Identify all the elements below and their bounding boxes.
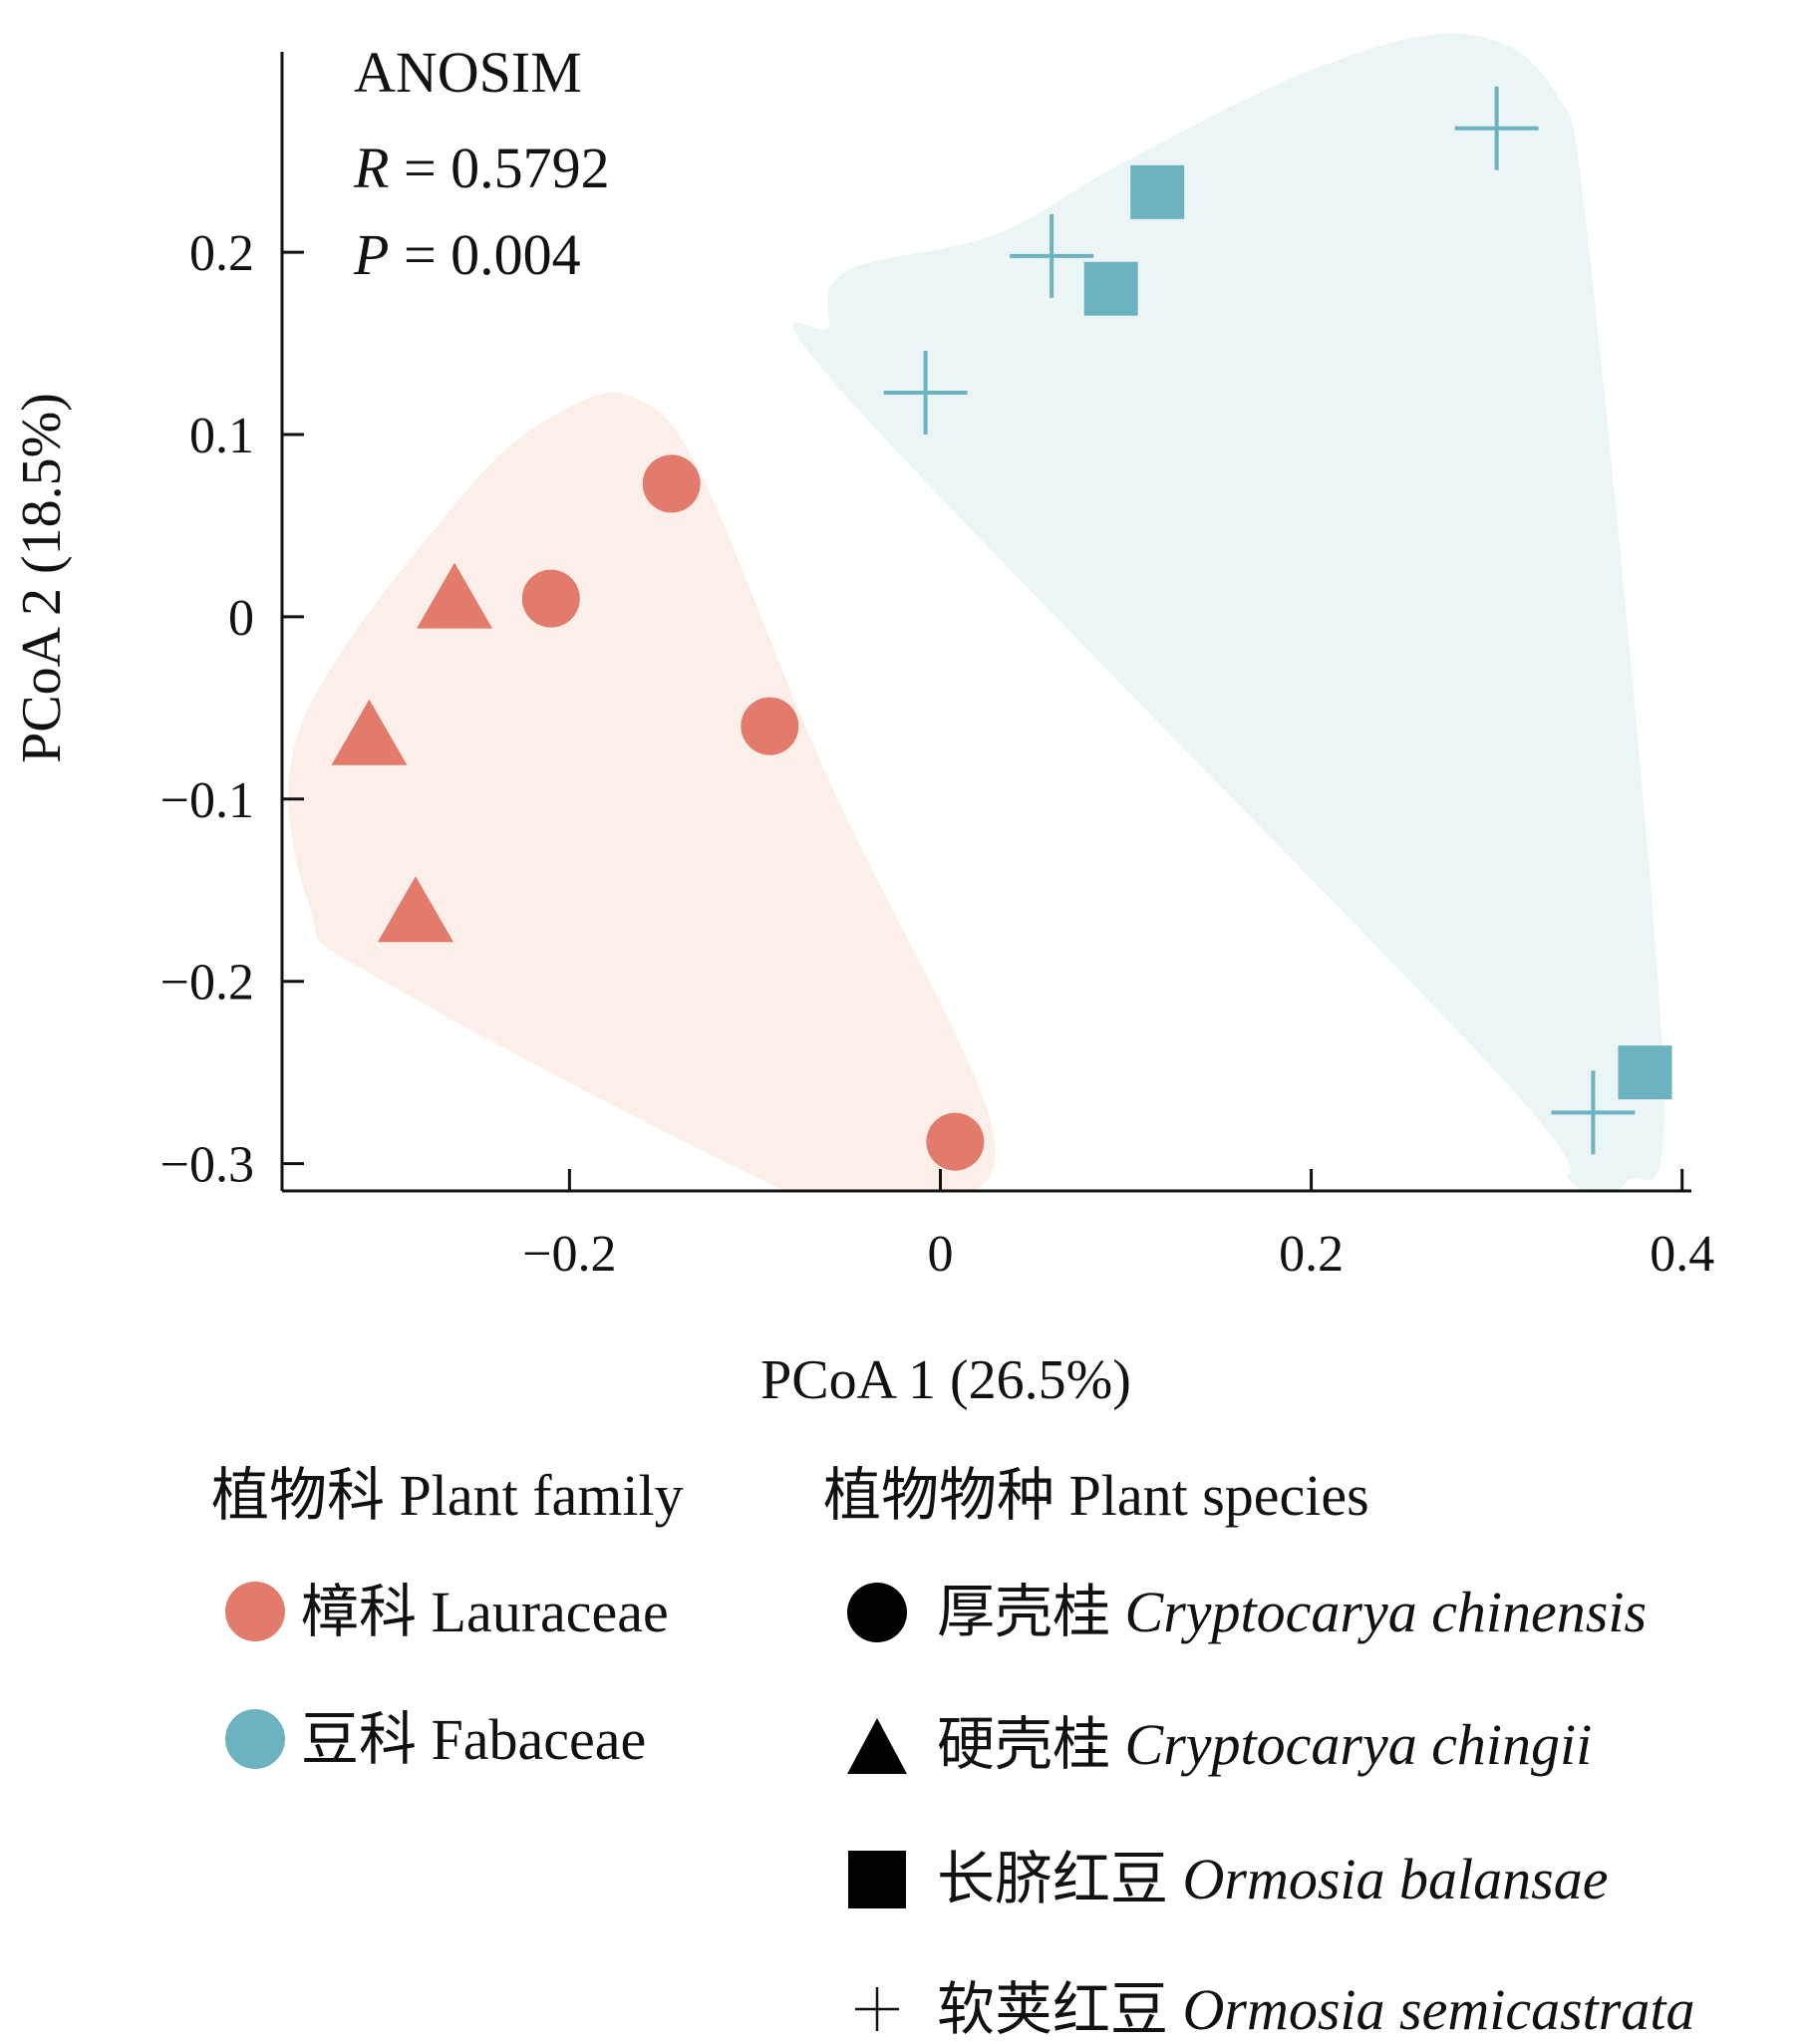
anosim-p-value: = 0.004 xyxy=(389,222,580,287)
points-layer xyxy=(331,86,1672,1171)
y-tick-label: −0.1 xyxy=(160,772,254,829)
legend-semicastrata-latin: Ormosia semicastrata xyxy=(1183,1977,1695,2042)
legend-fabaceae-label: 豆科 Fabaceae xyxy=(301,1707,646,1772)
legend-semicastrata-label: 软荚红豆 Ormosia semicastrata xyxy=(937,1977,1694,2042)
point-circle xyxy=(926,1112,985,1171)
legend-plus-marker xyxy=(855,1987,899,2031)
legend-family-header: 植物科 Plant family xyxy=(211,1463,684,1528)
legend-fabaceae-cn: 豆科 xyxy=(301,1707,417,1772)
anosim-annotation: ANOSIM R = 0.5792 P = 0.004 xyxy=(353,40,610,287)
legend-fabaceae-en: Fabaceae xyxy=(432,1707,647,1772)
legend-lauraceae-label: 樟科 Lauraceae xyxy=(301,1580,669,1644)
anosim-r-line: R = 0.5792 xyxy=(353,136,610,200)
legend-fabaceae-swatch xyxy=(225,1709,285,1769)
legend-lauraceae-swatch xyxy=(225,1582,285,1641)
legend-triangle-marker xyxy=(847,1718,907,1774)
point-square xyxy=(1618,1045,1672,1100)
point-plus xyxy=(1010,213,1094,298)
point-plus xyxy=(883,350,968,435)
anosim-p-line: P = 0.004 xyxy=(353,222,581,287)
anosim-r-symbol: R xyxy=(353,136,389,200)
y-tick-label: −0.2 xyxy=(160,955,254,1012)
legend-lauraceae-cn: 樟科 xyxy=(301,1580,417,1644)
point-triangle xyxy=(417,562,493,629)
x-tick-label: 0.2 xyxy=(1279,1226,1344,1283)
point-plus xyxy=(1454,86,1539,170)
point-circle xyxy=(642,454,701,513)
x-ticks: −0.2 0 0.2 0.4 xyxy=(522,1169,1714,1283)
point-circle xyxy=(521,569,580,628)
point-square xyxy=(1083,261,1138,316)
y-axis-title: PCoA 2 (18.5%) xyxy=(11,393,73,763)
y-tick-label: 0.2 xyxy=(189,225,254,282)
anosim-title: ANOSIM xyxy=(354,40,582,105)
point-triangle xyxy=(377,876,453,943)
y-ticks: 0.2 0.1 0 −0.1 −0.2 −0.3 xyxy=(160,225,304,1194)
y-tick-label: −0.3 xyxy=(160,1137,254,1194)
legend-balansae-label: 长脐红豆 Ormosia balansae xyxy=(937,1847,1608,1911)
x-tick-label: 0.4 xyxy=(1650,1226,1714,1283)
legend-chinensis-latin: Cryptocarya chinensis xyxy=(1125,1580,1648,1644)
x-tick-label: −0.2 xyxy=(522,1226,616,1283)
legend-semicastrata-cn: 软荚红豆 xyxy=(937,1977,1168,2042)
legend-chingii-label: 硬壳桂 Cryptocarya chingii xyxy=(937,1712,1592,1777)
y-tick-label: 0.1 xyxy=(189,408,254,464)
hull-layer xyxy=(288,33,1664,1191)
anosim-r-value: = 0.5792 xyxy=(389,136,609,200)
legend-chingii-cn: 硬壳桂 xyxy=(937,1712,1110,1777)
point-plus xyxy=(1551,1070,1636,1155)
hull-lauraceae xyxy=(288,392,996,1191)
point-square xyxy=(1130,164,1185,219)
x-tick-label: 0 xyxy=(927,1226,953,1283)
x-axis-title: PCoA 1 (26.5%) xyxy=(760,1349,1131,1411)
legend-chinensis-cn: 厚壳桂 xyxy=(937,1580,1110,1644)
legend-balansae-cn: 长脐红豆 xyxy=(937,1847,1168,1911)
legend-chingii-latin: Cryptocarya chingii xyxy=(1125,1712,1593,1777)
legend-species-header: 植物物种 Plant species xyxy=(823,1463,1369,1528)
legend-circle-marker xyxy=(847,1583,907,1642)
legend: 植物科 Plant family 植物物种 Plant species 樟科 L… xyxy=(211,1463,1694,2042)
legend-chinensis-label: 厚壳桂 Cryptocarya chinensis xyxy=(937,1580,1647,1644)
hull-fabaceae xyxy=(792,33,1664,1191)
point-triangle xyxy=(331,699,408,765)
point-circle xyxy=(741,697,799,755)
legend-lauraceae-en: Lauraceae xyxy=(432,1580,669,1644)
legend-balansae-latin: Ormosia balansae xyxy=(1183,1847,1609,1911)
legend-square-marker xyxy=(848,1851,906,1908)
axes: −0.2 0 0.2 0.4 0.2 0.1 0 −0.1 −0.2 −0.3 xyxy=(160,52,1714,1283)
y-tick-label: 0 xyxy=(228,590,254,647)
anosim-p-symbol: P xyxy=(353,222,389,287)
